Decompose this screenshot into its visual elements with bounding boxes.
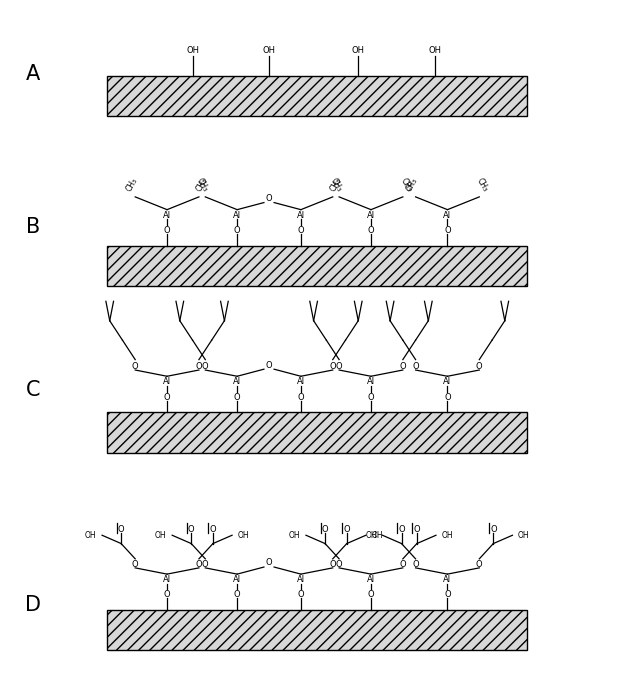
Text: O: O	[132, 362, 138, 371]
Text: OH: OH	[237, 530, 250, 539]
Text: CH₃: CH₃	[328, 176, 343, 193]
Text: O: O	[398, 526, 405, 534]
Text: CH₃: CH₃	[125, 176, 140, 193]
Text: O: O	[444, 590, 451, 599]
Text: O: O	[367, 392, 374, 401]
Text: CH₃: CH₃	[328, 176, 343, 193]
Text: O: O	[266, 558, 273, 567]
Text: O: O	[164, 392, 170, 401]
Text: O: O	[322, 526, 328, 534]
Text: O: O	[234, 392, 241, 401]
Text: Al: Al	[444, 575, 451, 584]
Text: O: O	[298, 590, 304, 599]
Bar	[106, 610, 527, 650]
Text: B: B	[26, 217, 40, 237]
Text: O: O	[476, 560, 483, 569]
Text: OH: OH	[262, 46, 276, 55]
Text: O: O	[234, 590, 241, 599]
Text: O: O	[399, 362, 406, 371]
Text: OH: OH	[155, 530, 166, 539]
Text: Al: Al	[444, 377, 451, 386]
Text: O: O	[164, 590, 170, 599]
Text: Al: Al	[367, 575, 375, 584]
Text: O: O	[202, 362, 209, 371]
Text: O: O	[490, 526, 497, 534]
Text: OH: OH	[84, 530, 97, 539]
Text: CH₃: CH₃	[195, 176, 209, 193]
Text: O: O	[266, 360, 273, 369]
Text: O: O	[444, 226, 451, 235]
Text: Al: Al	[163, 575, 171, 584]
Text: O: O	[330, 560, 336, 569]
Text: O: O	[412, 362, 419, 371]
Text: O: O	[444, 392, 451, 401]
Text: O: O	[367, 226, 374, 235]
Text: OH: OH	[372, 530, 383, 539]
Text: CH₃: CH₃	[475, 176, 490, 193]
Text: O: O	[210, 526, 216, 534]
Text: OH: OH	[352, 46, 365, 55]
Text: CH₃: CH₃	[399, 176, 413, 193]
Text: O: O	[399, 560, 406, 569]
Text: CH₃: CH₃	[405, 176, 420, 193]
Text: O: O	[164, 226, 170, 235]
Text: O: O	[298, 392, 304, 401]
Text: OH: OH	[442, 530, 453, 539]
Text: O: O	[336, 560, 342, 569]
Text: O: O	[234, 226, 241, 235]
Bar	[106, 413, 527, 452]
Text: OH: OH	[518, 530, 530, 539]
Text: OH: OH	[289, 530, 300, 539]
Text: O: O	[118, 526, 125, 534]
Text: O: O	[413, 526, 420, 534]
Text: O: O	[367, 590, 374, 599]
Text: D: D	[25, 595, 41, 615]
Bar	[106, 76, 527, 116]
Text: Al: Al	[367, 210, 375, 220]
Text: OH: OH	[428, 46, 441, 55]
Text: O: O	[298, 226, 304, 235]
Text: Al: Al	[163, 377, 171, 386]
Bar	[106, 246, 527, 286]
Text: Al: Al	[233, 210, 241, 220]
Text: O: O	[196, 560, 202, 569]
Text: Al: Al	[297, 575, 305, 584]
Text: Al: Al	[233, 575, 241, 584]
Text: O: O	[132, 560, 138, 569]
Text: Al: Al	[233, 377, 241, 386]
Text: A: A	[26, 64, 40, 84]
Text: C: C	[26, 380, 40, 400]
Text: Al: Al	[297, 377, 305, 386]
Text: Al: Al	[444, 210, 451, 220]
Text: CH₃: CH₃	[195, 176, 209, 193]
Text: O: O	[188, 526, 195, 534]
Text: O: O	[336, 362, 342, 371]
Text: O: O	[476, 362, 483, 371]
Text: OH: OH	[186, 46, 199, 55]
Text: Al: Al	[297, 210, 305, 220]
Text: O: O	[412, 560, 419, 569]
Text: O: O	[202, 560, 209, 569]
Text: O: O	[266, 194, 273, 203]
Text: O: O	[330, 362, 336, 371]
Text: O: O	[344, 526, 350, 534]
Text: Al: Al	[163, 210, 171, 220]
Text: O: O	[196, 362, 202, 371]
Text: OH: OH	[365, 530, 377, 539]
Text: Al: Al	[367, 377, 375, 386]
